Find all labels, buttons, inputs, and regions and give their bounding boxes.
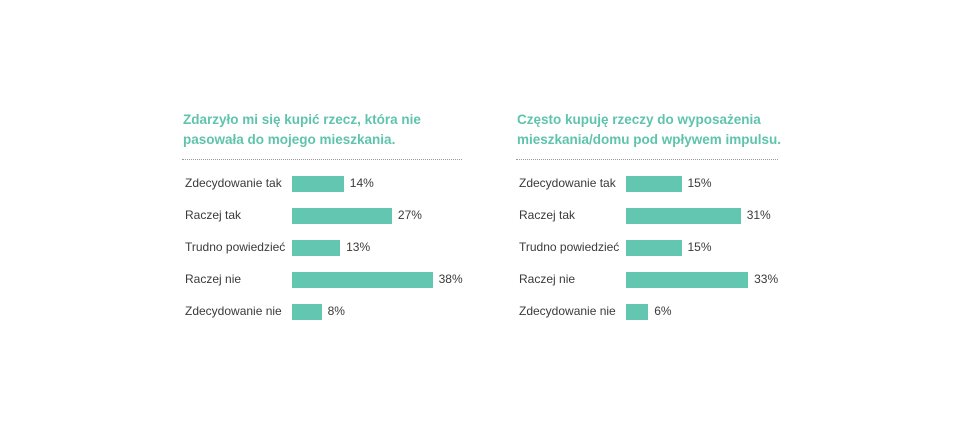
dotted-divider xyxy=(182,159,462,160)
bar xyxy=(626,272,749,288)
value-label: 33% xyxy=(754,272,779,286)
bar xyxy=(292,272,433,288)
value-label: 13% xyxy=(346,240,371,254)
bar-row: Zdecydowanie tak 15% xyxy=(516,167,816,199)
bar xyxy=(626,304,649,320)
category-label: Raczej tak xyxy=(519,208,576,222)
bar-row: Raczej nie 33% xyxy=(516,263,816,295)
bar xyxy=(626,176,682,192)
bar xyxy=(292,176,344,192)
category-label: Trudno powiedzieć xyxy=(185,240,286,254)
bar-row: Raczej tak 31% xyxy=(516,199,816,231)
category-label: Raczej nie xyxy=(519,272,576,286)
category-label: Zdecydowanie tak xyxy=(185,176,282,190)
chart-title: Często kupuję rzeczy do wyposażenia mies… xyxy=(517,112,782,147)
category-label: Zdecydowanie tak xyxy=(519,176,616,190)
bar xyxy=(626,240,682,256)
bar xyxy=(292,304,322,320)
category-label: Trudno powiedzieć xyxy=(519,240,620,254)
category-label: Zdecydowanie nie xyxy=(519,304,616,318)
bar-rows: Zdecydowanie tak 14% Raczej tak 27% Trudno p… xyxy=(182,167,482,327)
chart-panel-1: Zdarzyło mi się kupić rzecz, która nie p… xyxy=(182,110,482,327)
bar xyxy=(292,240,341,256)
value-label: 38% xyxy=(438,272,463,286)
bar-rows: Zdecydowanie tak 15% Raczej tak 31% Trudno p… xyxy=(516,167,816,327)
category-label: Zdecydowanie nie xyxy=(185,304,282,318)
bar xyxy=(292,208,392,224)
value-label: 27% xyxy=(397,208,422,222)
value-label: 15% xyxy=(687,176,712,190)
bar-row: Raczej tak 27% xyxy=(182,199,482,231)
value-label: 8% xyxy=(327,304,345,318)
bar-row: Zdecydowanie nie 6% xyxy=(516,295,816,327)
value-label: 15% xyxy=(687,240,712,254)
bar-row: Zdecydowanie tak 14% xyxy=(182,167,482,199)
category-label: Raczej nie xyxy=(185,272,242,286)
chart-panel-2: Często kupuję rzeczy do wyposażenia mies… xyxy=(516,110,816,327)
bar xyxy=(626,208,741,224)
dotted-divider xyxy=(516,159,778,160)
value-label: 14% xyxy=(349,176,374,190)
bar-row: Raczej nie 38% xyxy=(182,263,482,295)
category-label: Raczej tak xyxy=(185,208,242,222)
value-label: 31% xyxy=(746,208,771,222)
chart-title: Zdarzyło mi się kupić rzecz, która nie p… xyxy=(183,112,421,147)
bar-row: Trudno powiedzieć 13% xyxy=(182,231,482,263)
value-label: 6% xyxy=(654,304,672,318)
bar-row: Zdecydowanie nie 8% xyxy=(182,295,482,327)
bar-row: Trudno powiedzieć 15% xyxy=(516,231,816,263)
